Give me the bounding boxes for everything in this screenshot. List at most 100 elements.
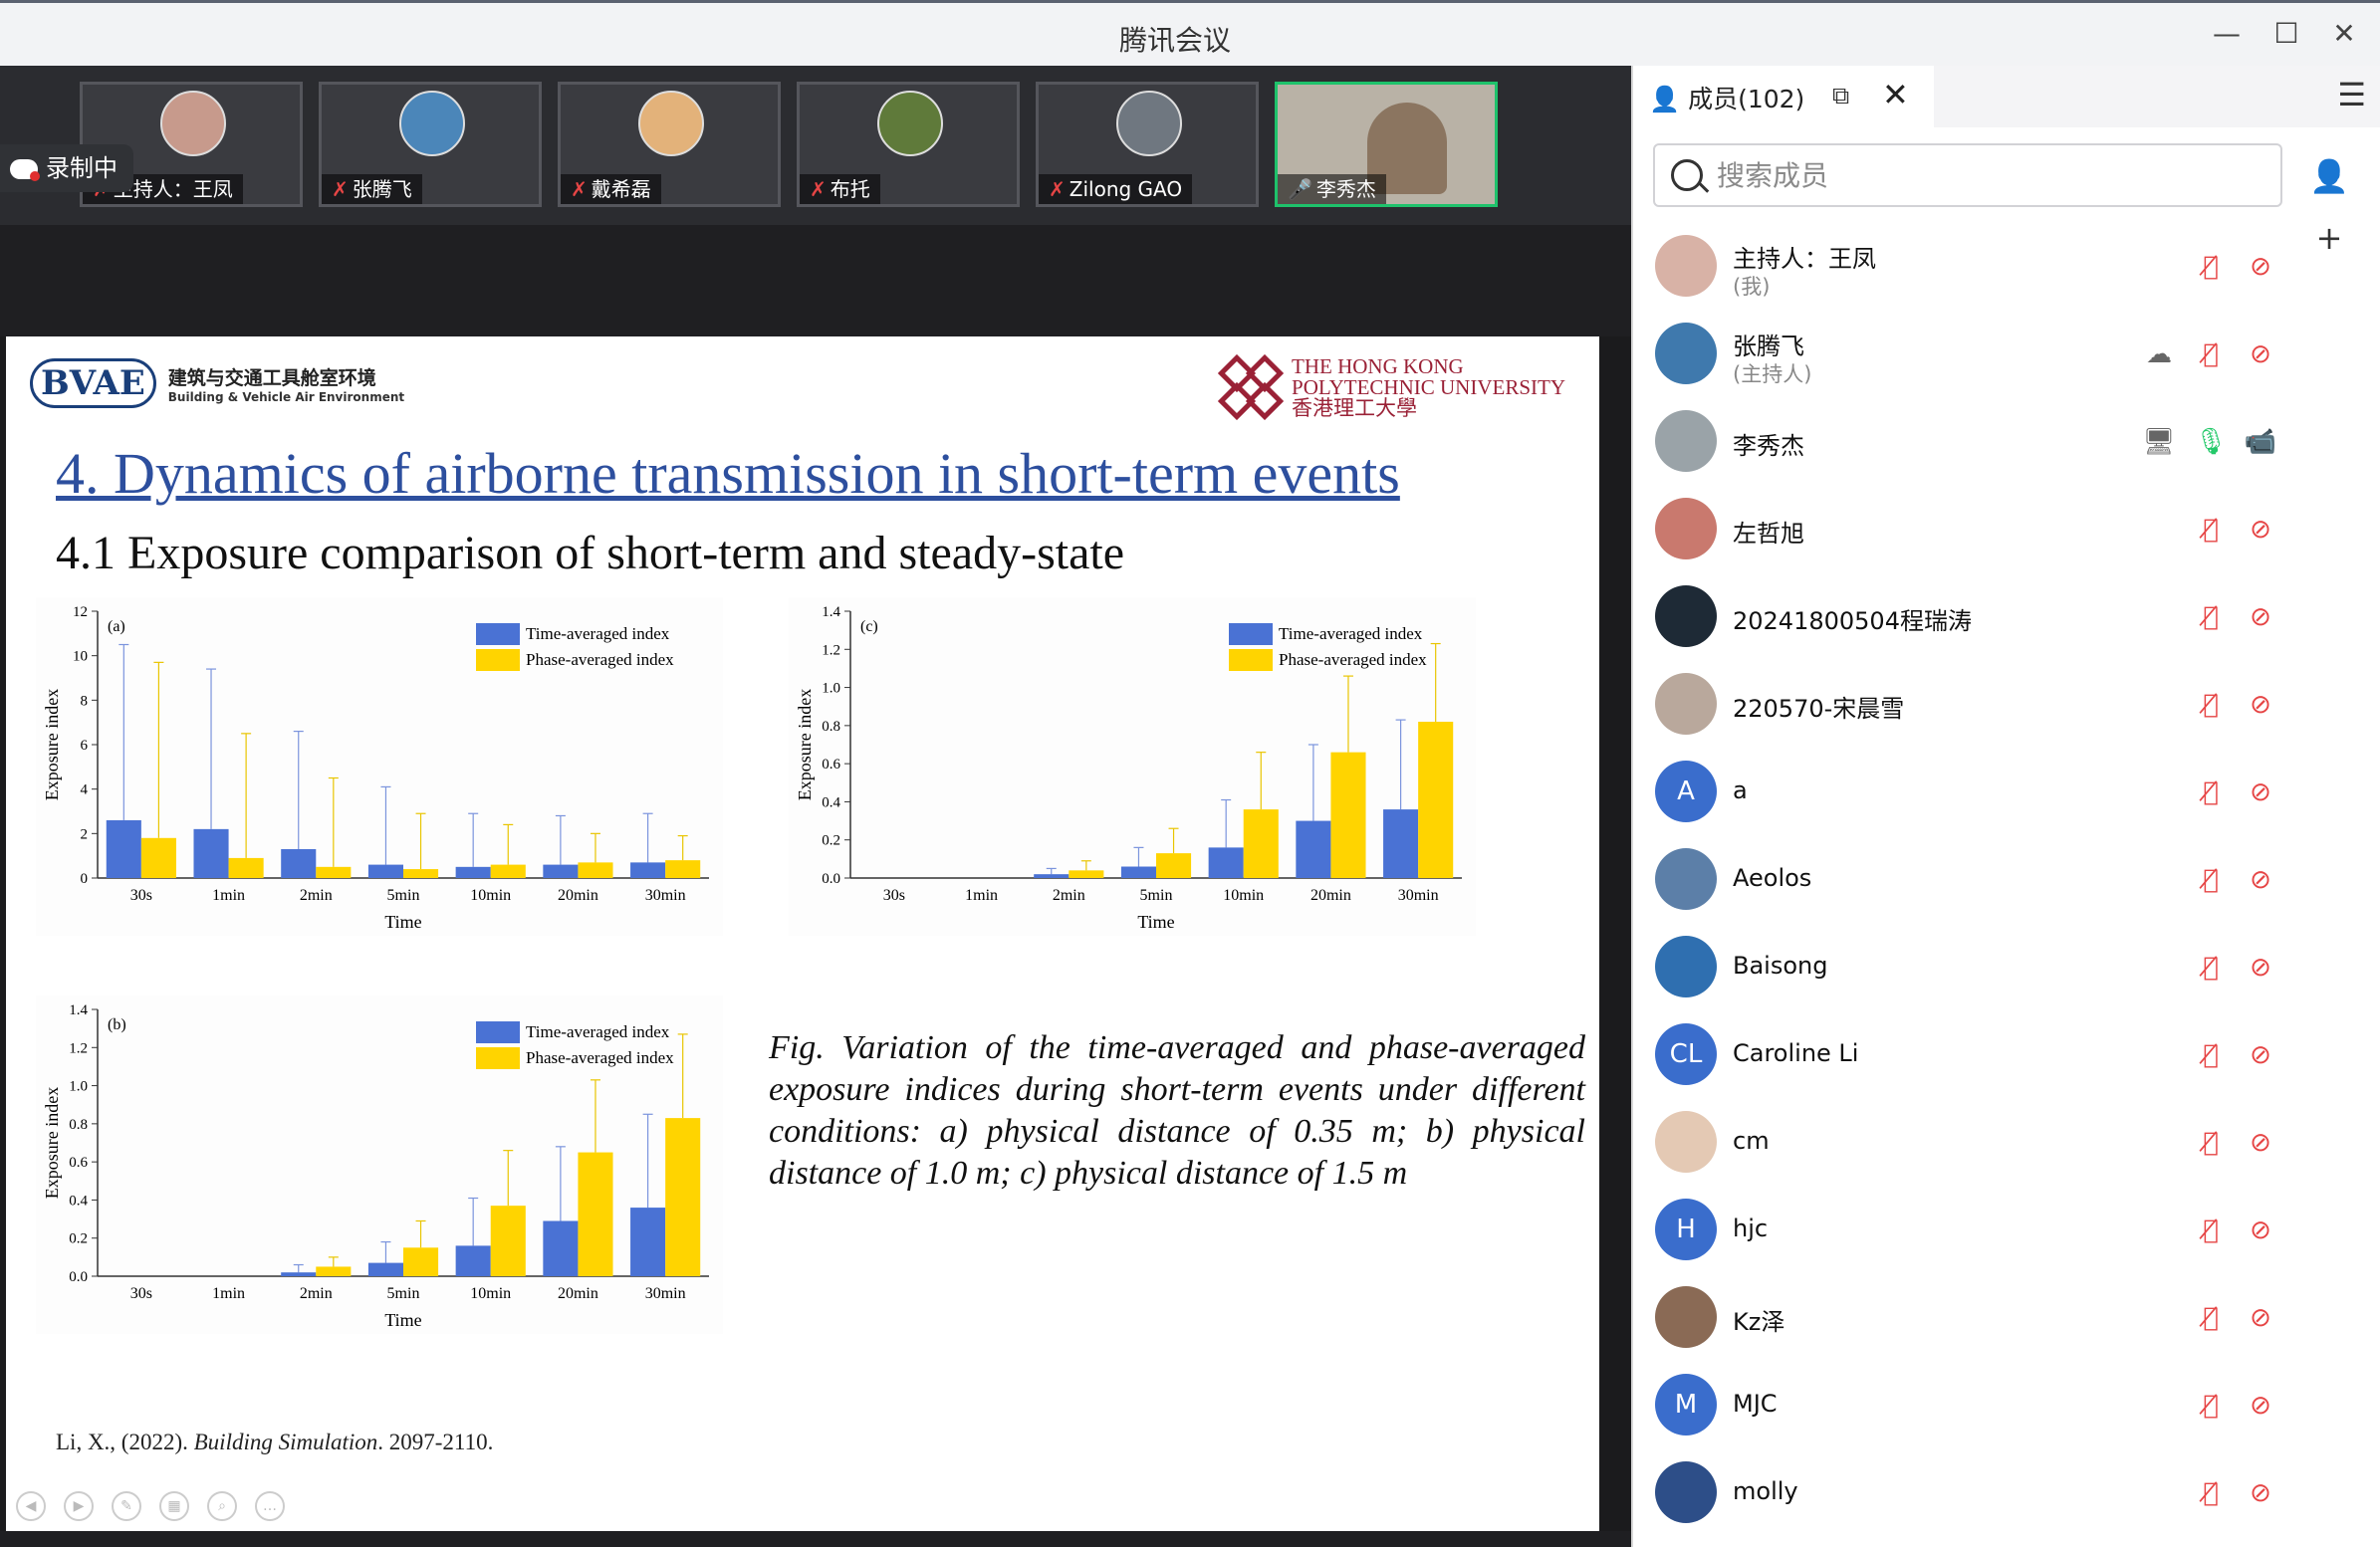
video-tile-name: 🎤 李秀杰 bbox=[1278, 174, 1386, 204]
legend-swatch bbox=[476, 623, 520, 645]
member-row[interactable]: 20241800504程瑞涛 🎙̸ ⊘ bbox=[1633, 573, 2380, 661]
mic-muted-icon[interactable]: 🎙̸ bbox=[2203, 1391, 2219, 1421]
bar bbox=[1120, 866, 1156, 878]
video-tile[interactable]: ✗ 布托 bbox=[797, 82, 1020, 207]
mic-icon[interactable]: 🎙 bbox=[2194, 427, 2228, 457]
recording-indicator[interactable]: 录制中 bbox=[0, 144, 133, 192]
panel-label: (c) bbox=[860, 618, 878, 635]
camera-off-icon[interactable]: ⊘ bbox=[2250, 777, 2271, 807]
member-row[interactable]: 李秀杰 🖥 🎙 📹 bbox=[1633, 398, 2380, 486]
camera-off-icon[interactable]: ⊘ bbox=[2250, 602, 2271, 632]
member-row[interactable]: 主持人：王凤 (我) 🎙̸ ⊘ bbox=[1633, 223, 2380, 311]
member-row[interactable]: Baisong 🎙̸ ⊘ bbox=[1633, 924, 2380, 1011]
more-icon[interactable]: … bbox=[255, 1491, 285, 1521]
slide-subtitle: 4.1 Exposure comparison of short-term an… bbox=[56, 527, 1125, 579]
video-tile[interactable]: ✗ 张腾飞 bbox=[319, 82, 542, 207]
menu-icon[interactable]: ☰ bbox=[2337, 76, 2366, 113]
camera-off-icon[interactable]: ⊘ bbox=[2250, 515, 2271, 545]
member-row[interactable]: molly 🎙̸ ⊘ bbox=[1633, 1449, 2380, 1537]
popout-icon[interactable]: ⧉ bbox=[1832, 82, 1850, 110]
member-row[interactable]: cm 🎙̸ ⊘ bbox=[1633, 1099, 2380, 1187]
mic-muted-icon[interactable]: 🎙̸ bbox=[2203, 602, 2219, 632]
close-window-button[interactable]: ✕ bbox=[2332, 17, 2356, 50]
bar bbox=[193, 828, 229, 878]
mic-muted-icon[interactable]: 🎙̸ bbox=[2203, 515, 2219, 545]
camera-off-icon[interactable]: ⊘ bbox=[2250, 1391, 2271, 1421]
mic-muted-icon[interactable]: 🎙̸ bbox=[2203, 690, 2219, 720]
camera-off-icon[interactable]: ⊘ bbox=[2250, 1128, 2271, 1158]
video-tile[interactable]: 🎤 李秀杰 bbox=[1275, 82, 1498, 207]
legend-label: Time-averaged index bbox=[1279, 624, 1423, 643]
video-tile[interactable]: ✗ 戴希磊 bbox=[558, 82, 781, 207]
bar bbox=[316, 866, 352, 878]
mic-muted-icon[interactable]: 🎙̸ bbox=[2203, 1128, 2219, 1158]
video-tile[interactable]: ✗ Zilong GAO bbox=[1036, 82, 1259, 207]
member-row[interactable]: Kz泽 🎙̸ ⊘ bbox=[1633, 1274, 2380, 1362]
legend-label: Time-averaged index bbox=[526, 624, 670, 643]
member-search[interactable] bbox=[1653, 143, 2282, 207]
x-tick-label: 10min bbox=[470, 1285, 511, 1302]
panel-label: (a) bbox=[108, 618, 125, 635]
x-tick-label: 30s bbox=[883, 887, 905, 904]
mic-muted-icon[interactable]: 🎙̸ bbox=[2203, 1040, 2219, 1070]
member-row[interactable]: CL Caroline Li 🎙̸ ⊘ bbox=[1633, 1011, 2380, 1099]
pen-icon[interactable]: ✎ bbox=[112, 1491, 141, 1521]
mic-muted-icon[interactable]: 🎙̸ bbox=[2203, 339, 2219, 369]
camera-off-icon[interactable]: ⊘ bbox=[2250, 953, 2271, 983]
mic-muted-icon[interactable]: 🎙̸ bbox=[2203, 1478, 2219, 1508]
camera-off-icon[interactable]: ⊘ bbox=[2250, 1478, 2271, 1508]
mic-muted-icon[interactable]: 🎙̸ bbox=[2203, 777, 2219, 807]
member-row[interactable]: 张腾飞 (主持人) ☁ 🎙̸ ⊘ bbox=[1633, 311, 2380, 398]
member-row[interactable]: 左哲旭 🎙̸ ⊘ bbox=[1633, 486, 2380, 573]
avatar bbox=[399, 91, 465, 156]
member-row[interactable]: Aeolos 🎙̸ ⊘ bbox=[1633, 836, 2380, 924]
y-tick-label: 6 bbox=[81, 738, 89, 754]
next-slide-icon[interactable]: ▶ bbox=[64, 1491, 94, 1521]
mic-muted-icon[interactable]: 🎙̸ bbox=[2203, 865, 2219, 895]
member-name: a bbox=[1733, 776, 1748, 804]
mic-muted-icon[interactable]: 🎙̸ bbox=[2203, 1303, 2219, 1333]
zoom-icon[interactable]: ⌕ bbox=[207, 1491, 237, 1521]
minimize-button[interactable]: — bbox=[2213, 17, 2241, 50]
camera-off-icon[interactable]: ⊘ bbox=[2250, 339, 2271, 369]
x-tick-label: 20min bbox=[1310, 887, 1351, 904]
polyu-name-3: 香港理工大學 bbox=[1292, 395, 1418, 420]
mic-muted-icon: ✗ bbox=[332, 177, 349, 201]
camera-icon[interactable]: 📹 bbox=[2244, 427, 2277, 457]
polyu-logo: THE HONG KONG POLYTECHNIC UNIVERSITY 香港理… bbox=[1218, 354, 1565, 420]
mic-muted-icon[interactable]: 🎙̸ bbox=[2203, 1216, 2219, 1245]
camera-off-icon[interactable]: ⊘ bbox=[2250, 252, 2271, 282]
stage-background bbox=[0, 225, 1631, 336]
legend-label: Time-averaged index bbox=[526, 1022, 670, 1041]
mic-muted-icon[interactable]: 🎙̸ bbox=[2203, 252, 2219, 282]
invite-member-icon[interactable]: 👤+ bbox=[2309, 157, 2349, 257]
camera-off-icon[interactable]: ⊘ bbox=[2250, 1040, 2271, 1070]
mic-muted-icon[interactable]: 🎙̸ bbox=[2203, 953, 2219, 983]
avatar bbox=[1655, 848, 1717, 910]
bar bbox=[1034, 874, 1070, 878]
slide-title: 4. Dynamics of airborne transmission in … bbox=[56, 441, 1400, 506]
member-row[interactable]: 220570-宋晨雪 🎙̸ ⊘ bbox=[1633, 661, 2380, 749]
x-axis-label: Time bbox=[384, 912, 421, 932]
x-tick-label: 1min bbox=[212, 887, 245, 904]
maximize-button[interactable]: ☐ bbox=[2273, 17, 2299, 50]
slides-icon[interactable]: ▦ bbox=[159, 1491, 189, 1521]
camera-off-icon[interactable]: ⊘ bbox=[2250, 865, 2271, 895]
camera-off-icon[interactable]: ⊘ bbox=[2250, 690, 2271, 720]
bar bbox=[665, 860, 701, 878]
camera-off-icon[interactable]: ⊘ bbox=[2250, 1216, 2271, 1245]
members-tab[interactable]: 👤 成员(102) ⧉ ✕ bbox=[1633, 66, 1934, 127]
member-row[interactable]: M MJC 🎙̸ ⊘ bbox=[1633, 1362, 2380, 1449]
legend-swatch bbox=[1229, 649, 1273, 671]
avatar bbox=[877, 91, 943, 156]
avatar: CL bbox=[1655, 1023, 1717, 1085]
prev-slide-icon[interactable]: ◀ bbox=[16, 1491, 46, 1521]
y-axis-label: Exposure index bbox=[42, 689, 62, 800]
search-input[interactable] bbox=[1717, 155, 2255, 195]
x-tick-label: 30min bbox=[645, 887, 686, 904]
polyu-name-1: THE HONG KONG bbox=[1292, 353, 1464, 378]
camera-off-icon[interactable]: ⊘ bbox=[2250, 1303, 2271, 1333]
close-panel-icon[interactable]: ✕ bbox=[1882, 76, 1909, 113]
